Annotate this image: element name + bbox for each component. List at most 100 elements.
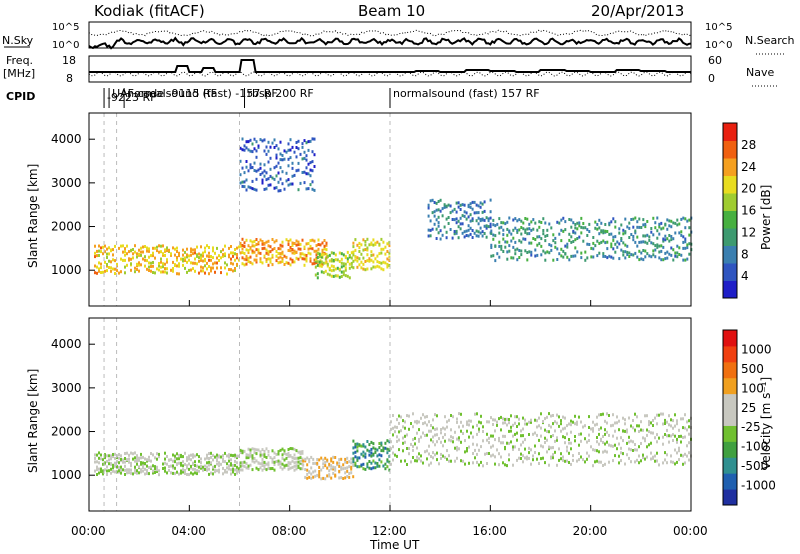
heatmap-cell: [492, 237, 495, 241]
heatmap-cell: [346, 456, 349, 460]
heatmap-cell: [388, 244, 391, 248]
heatmap-cell: [176, 264, 178, 268]
heatmap-cell: [594, 448, 596, 452]
heatmap-cell: [580, 216, 583, 220]
heatmap-cell: [138, 261, 140, 265]
heatmap-cell: [477, 230, 480, 234]
heatmap-cell: [459, 208, 462, 211]
heatmap-cell: [451, 236, 454, 240]
heatmap-cell: [162, 462, 164, 466]
heatmap-cell: [194, 257, 196, 261]
heatmap-cell: [98, 461, 100, 465]
heatmap-cell: [475, 203, 478, 207]
heatmap-cell: [618, 242, 621, 246]
heatmap-cell: [376, 454, 379, 458]
heatmap-cell: [304, 468, 307, 471]
freq-panel-frame: [88, 55, 692, 83]
heatmap-cell: [142, 461, 144, 465]
heatmap-cell: [106, 247, 108, 251]
heatmap-cell: [674, 424, 676, 428]
colorbar-swatch: [723, 158, 737, 176]
heatmap-cell: [299, 247, 302, 251]
heatmap-cell: [265, 240, 268, 244]
heatmap-cell: [350, 465, 353, 469]
heatmap-cell: [299, 255, 302, 259]
heatmap-cell: [386, 242, 389, 246]
heatmap-cell: [622, 416, 624, 420]
heatmap-cell: [439, 198, 442, 202]
heatmap-cell: [682, 235, 685, 239]
heatmap-cell: [520, 457, 522, 460]
heatmap-cell: [180, 469, 182, 473]
heatmap-cell: [471, 236, 474, 239]
heatmap-cell: [311, 180, 314, 184]
heatmap-cell: [295, 243, 298, 247]
heatmap-cell: [508, 429, 510, 433]
heatmap-cell: [606, 430, 608, 434]
heatmap-cell: [612, 423, 614, 427]
heatmap-cell: [146, 259, 148, 263]
heatmap-cell: [536, 419, 538, 423]
heatmap-cell: [376, 462, 379, 465]
heatmap-cell: [676, 419, 678, 423]
heatmap-cell: [472, 425, 474, 429]
heatmap-cell: [680, 440, 682, 444]
heatmap-cell: [516, 247, 519, 251]
heatmap-cell: [668, 434, 670, 438]
heatmap-cell: [614, 250, 617, 254]
heatmap-cell: [356, 243, 359, 247]
heatmap-cell: [138, 465, 140, 469]
heatmap-cell: [340, 465, 343, 469]
heatmap-cell: [624, 230, 627, 234]
heatmap-cell: [524, 237, 527, 241]
heatmap-cell: [96, 249, 98, 253]
heatmap-cell: [291, 145, 294, 149]
heatmap-cell: [514, 217, 517, 221]
heatmap-cell: [384, 245, 387, 249]
colorbar-swatch: [723, 425, 737, 442]
heatmap-cell: [388, 251, 391, 255]
heatmap-cell: [148, 455, 150, 459]
heatmap-cell: [350, 265, 353, 269]
heatmap-cell: [192, 267, 194, 271]
heatmap-cell: [118, 456, 120, 460]
heatmap-cell: [588, 439, 590, 442]
colorbar-tick-label: 8: [741, 247, 749, 261]
heatmap-cell: [560, 228, 563, 232]
heatmap-cell: [390, 427, 392, 431]
heatmap-cell: [118, 469, 120, 473]
heatmap-cell: [445, 204, 448, 208]
heatmap-cell: [257, 248, 260, 252]
heatmap-cell: [287, 157, 290, 161]
heatmap-cell: [670, 434, 672, 438]
heatmap-cell: [194, 471, 196, 475]
heatmap-cell: [299, 452, 302, 456]
heatmap-cell: [552, 422, 554, 426]
heatmap-cell: [684, 426, 686, 430]
heatmap-cell: [586, 242, 589, 246]
heatmap-cell: [414, 459, 416, 463]
heatmap-cell: [544, 234, 547, 238]
heatmap-cell: [243, 245, 246, 248]
heatmap-cell: [634, 216, 637, 220]
heatmap-cell: [224, 254, 226, 258]
heatmap-cell: [469, 232, 472, 236]
heatmap-cell: [636, 424, 638, 428]
heatmap-cell: [384, 462, 387, 466]
heatmap-cell: [636, 244, 639, 248]
heatmap-cell: [534, 451, 536, 454]
heatmap-cell: [330, 467, 333, 471]
heatmap-cell: [510, 414, 512, 418]
heatmap-cell: [318, 264, 321, 268]
heatmap-cell: [239, 159, 242, 163]
heatmap-cell: [289, 263, 292, 267]
heatmap-cell: [261, 178, 264, 182]
heatmap-cell: [672, 419, 674, 423]
heatmap-cell: [500, 428, 502, 432]
heatmap-cell: [416, 419, 418, 423]
heatmap-cell: [640, 459, 642, 463]
heatmap-cell: [152, 264, 154, 268]
heatmap-cell: [564, 416, 566, 420]
heatmap-cell: [498, 439, 500, 443]
heatmap-cell: [481, 217, 484, 221]
